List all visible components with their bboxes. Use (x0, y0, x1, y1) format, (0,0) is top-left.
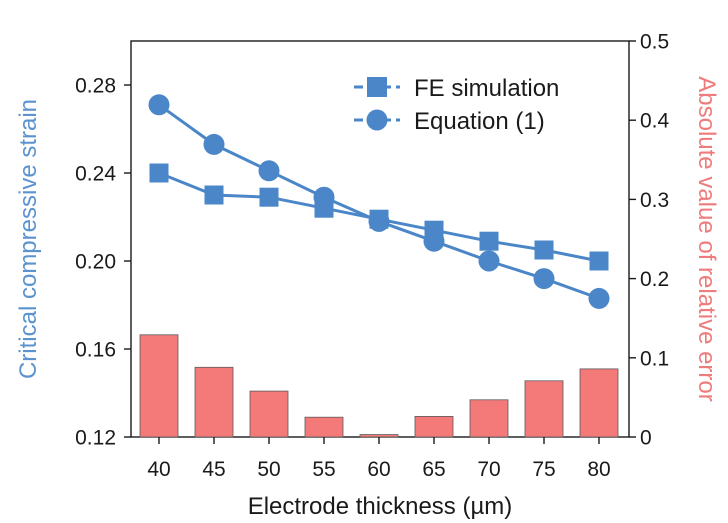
point-fe-simulation-40 (149, 163, 169, 183)
data-lines (148, 94, 610, 309)
left-y-tick-label: 0.20 (75, 251, 116, 274)
error-bar-65 (414, 415, 454, 438)
x-axis: 40 45 50 55 60 65 70 75 80 (147, 437, 611, 481)
legend-circle-marker (366, 109, 388, 131)
x-tick-label: 80 (587, 458, 610, 481)
error-bar-60 (359, 434, 399, 438)
x-tick-label: 50 (257, 458, 280, 481)
error-bar-40 (139, 334, 179, 438)
x-tick-label: 65 (422, 458, 445, 481)
point-equation-1-40 (148, 94, 170, 116)
point-equation-1-65 (423, 230, 445, 252)
right-y-tick-label: 0.3 (640, 189, 669, 212)
right-y-tick-label: 0.4 (640, 110, 670, 133)
error-bars (139, 334, 619, 438)
x-tick-label: 40 (147, 458, 170, 481)
point-fe-simulation-45 (204, 185, 224, 205)
legend: FE simulation Equation (1) (354, 75, 559, 135)
point-equation-1-55 (313, 186, 335, 208)
x-tick-label: 55 (312, 458, 335, 481)
error-bar-70 (469, 399, 509, 438)
point-equation-1-45 (203, 133, 225, 155)
legend-label-equation-1: Equation (1) (414, 108, 545, 135)
legend-fe-simulation: FE simulation (354, 75, 559, 102)
left-y-tick-label: 0.16 (75, 339, 116, 362)
x-tick-label: 45 (202, 458, 225, 481)
point-fe-simulation-75 (534, 240, 554, 260)
right-y-axis-title: Absolute value of relative error (693, 76, 720, 402)
left-y-tick-label: 0.12 (75, 427, 116, 450)
error-bar-55 (304, 416, 344, 438)
point-fe-simulation-70 (479, 231, 499, 251)
point-fe-simulation-80 (589, 251, 609, 271)
error-bar-45 (194, 366, 234, 438)
left-y-axis-title: Critical compressive strain (15, 99, 42, 379)
legend-label-fe-simulation: FE simulation (414, 75, 559, 102)
point-equation-1-60 (368, 210, 390, 232)
left-y-axis: 0.12 0.16 0.20 0.24 0.28 (75, 75, 131, 450)
point-fe-simulation-50 (259, 187, 279, 207)
x-axis-title: Electrode thickness (µm) (248, 493, 513, 520)
right-y-tick-label: 0 (640, 427, 652, 450)
right-y-tick-label: 0.2 (640, 268, 669, 291)
x-tick-label: 75 (532, 458, 555, 481)
x-tick-label: 60 (367, 458, 390, 481)
right-y-axis: 0 0.1 0.2 0.3 0.4 0.5 (629, 31, 670, 450)
point-equation-1-75 (533, 268, 555, 290)
error-bar-50 (249, 390, 289, 438)
x-tick-label: 70 (477, 458, 500, 481)
point-equation-1-80 (588, 287, 610, 309)
right-y-tick-label: 0.1 (640, 347, 669, 370)
left-y-tick-label: 0.28 (75, 75, 116, 98)
error-bar-75 (524, 380, 564, 438)
left-y-tick-label: 0.24 (75, 163, 116, 186)
point-equation-1-50 (258, 160, 280, 182)
legend-equation-1: Equation (1) (354, 108, 545, 135)
point-equation-1-70 (478, 250, 500, 272)
legend-square-marker (367, 77, 387, 97)
error-bar-80 (579, 368, 619, 438)
right-y-tick-label: 0.5 (640, 31, 669, 54)
